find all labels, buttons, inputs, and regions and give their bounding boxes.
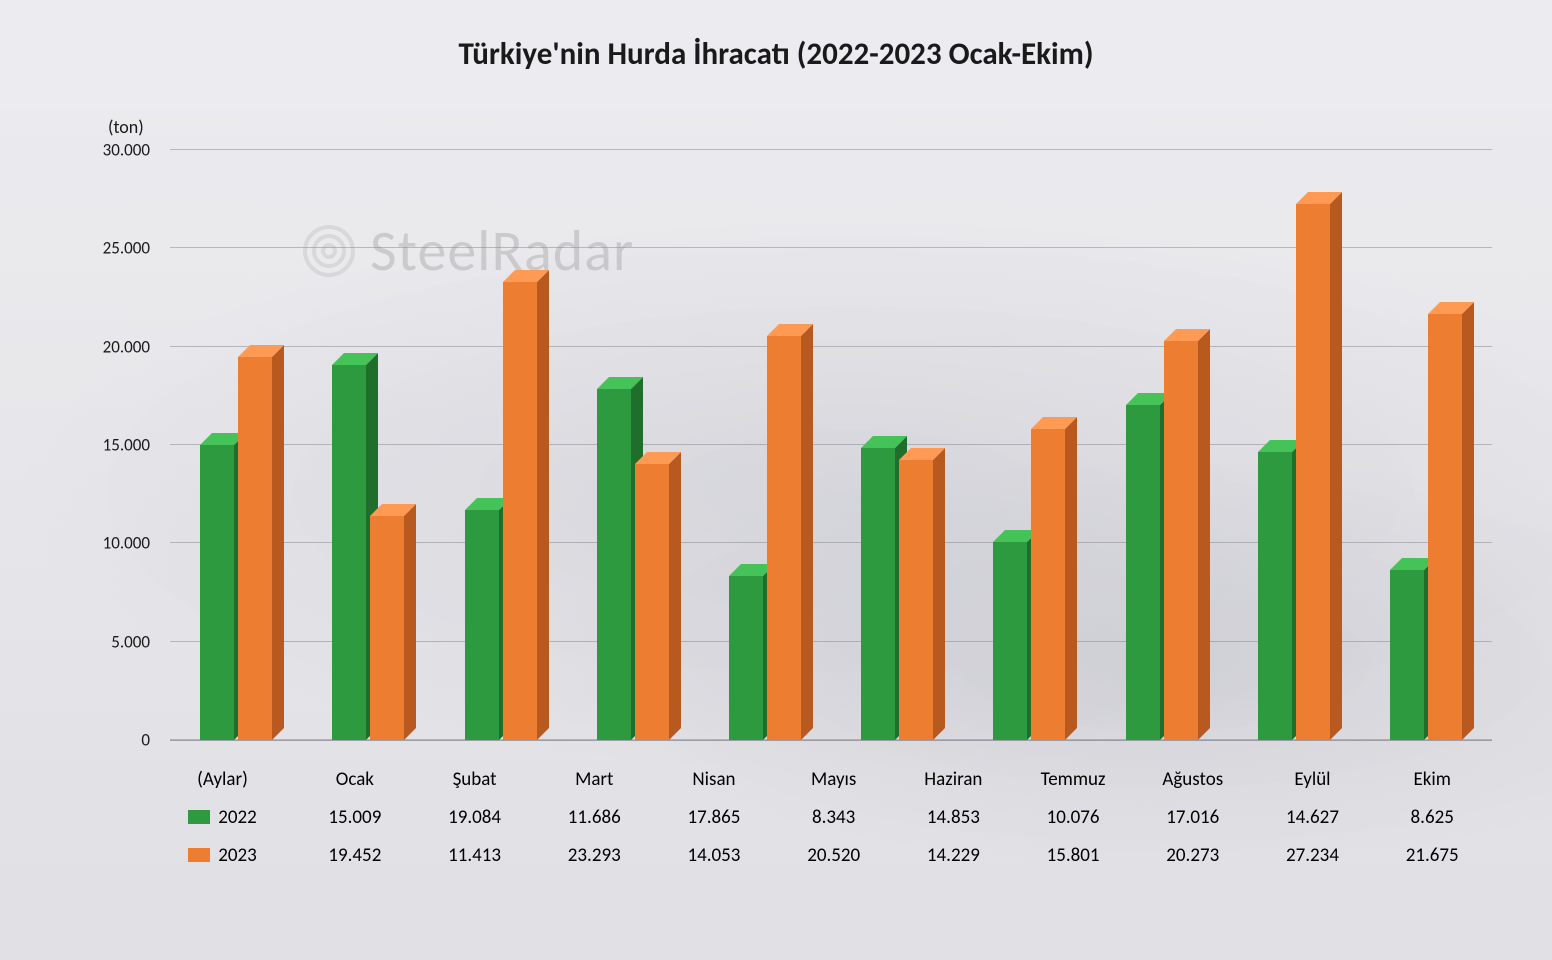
bar-2023-eylül — [1296, 204, 1330, 740]
legend-label-2022: 2022 — [218, 806, 257, 829]
legend-item-2022: 2022 — [150, 806, 295, 829]
value-cell: 17.865 — [654, 806, 774, 829]
month-label: Haziran — [894, 768, 1014, 791]
bar-group-haziran — [831, 150, 963, 740]
month-label: Nisan — [654, 768, 774, 791]
bar-2023-mayıs — [767, 336, 801, 740]
bar-2023-temmuz — [1031, 429, 1065, 740]
bar-2023-ekim — [1428, 314, 1462, 740]
value-cell: 11.413 — [415, 844, 535, 867]
value-cell: 20.273 — [1133, 844, 1253, 867]
table-row-series-2023: 2023 19.45211.41323.29314.05320.52014.22… — [150, 836, 1492, 874]
bar-2022-şubat — [332, 365, 366, 740]
plot-area: 05.00010.00015.00020.00025.00030.000 — [170, 150, 1492, 740]
legend-swatch-2023 — [188, 848, 210, 862]
bar-group-eylül — [1228, 150, 1360, 740]
value-cell: 27.234 — [1253, 844, 1373, 867]
bar-2022-nisan — [597, 389, 631, 740]
month-label: Ocak — [295, 768, 415, 791]
chart-title: Türkiye'nin Hurda İhracatı (2022-2023 Oc… — [0, 35, 1552, 73]
table-row-months: (Aylar) OcakŞubatMartNisanMayısHaziranTe… — [150, 760, 1492, 798]
x-axis-line — [170, 740, 1492, 741]
y-tick-label: 15.000 — [103, 435, 150, 456]
value-cell: 19.452 — [295, 844, 415, 867]
bar-2022-temmuz — [993, 542, 1027, 740]
y-tick-label: 20.000 — [103, 336, 150, 357]
value-cell: 15.009 — [295, 806, 415, 829]
bar-group-mart — [434, 150, 566, 740]
month-label: Temmuz — [1013, 768, 1133, 791]
table-header-months: (Aylar) — [150, 768, 295, 791]
bar-group-mayıs — [699, 150, 831, 740]
value-cell: 11.686 — [534, 806, 654, 829]
table-row-series-2022: 2022 15.00919.08411.68617.8658.34314.853… — [150, 798, 1492, 836]
bar-2022-ekim — [1390, 570, 1424, 740]
bar-2023-mart — [503, 282, 537, 740]
legend-item-2023: 2023 — [150, 844, 295, 867]
bar-2023-şubat — [370, 516, 404, 740]
value-cell: 19.084 — [415, 806, 535, 829]
value-cell: 14.053 — [654, 844, 774, 867]
y-axis-unit: (ton) — [108, 116, 144, 138]
bar-2022-ağustos — [1126, 405, 1160, 740]
bar-2022-eylül — [1258, 452, 1292, 740]
value-cell: 14.627 — [1253, 806, 1373, 829]
month-label: Ekim — [1372, 768, 1492, 791]
bars-row — [170, 150, 1492, 740]
bar-2022-haziran — [861, 448, 895, 740]
bar-group-temmuz — [963, 150, 1095, 740]
value-cell: 8.625 — [1372, 806, 1492, 829]
month-label: Eylül — [1253, 768, 1373, 791]
month-label: Ağustos — [1133, 768, 1253, 791]
month-label: Mart — [534, 768, 654, 791]
value-cell: 21.675 — [1372, 844, 1492, 867]
bar-group-nisan — [567, 150, 699, 740]
value-cell: 10.076 — [1013, 806, 1133, 829]
bar-group-ekim — [1360, 150, 1492, 740]
value-cell: 14.229 — [894, 844, 1014, 867]
value-cell: 20.520 — [774, 844, 894, 867]
bar-2023-ocak — [238, 357, 272, 740]
bar-2023-haziran — [899, 460, 933, 740]
value-cell: 17.016 — [1133, 806, 1253, 829]
bar-group-ocak — [170, 150, 302, 740]
y-tick-label: 25.000 — [103, 238, 150, 259]
bar-2022-ocak — [200, 445, 234, 740]
legend-label-2023: 2023 — [218, 844, 257, 867]
bar-group-şubat — [302, 150, 434, 740]
legend-data-table: (Aylar) OcakŞubatMartNisanMayısHaziranTe… — [150, 760, 1492, 874]
y-tick-label: 0 — [141, 730, 150, 751]
bar-2023-ağustos — [1164, 341, 1198, 740]
y-tick-label: 10.000 — [103, 533, 150, 554]
value-cell: 23.293 — [534, 844, 654, 867]
bar-2022-mayıs — [729, 576, 763, 740]
value-cell: 15.801 — [1013, 844, 1133, 867]
value-cell: 8.343 — [774, 806, 894, 829]
y-tick-label: 30.000 — [103, 140, 150, 161]
chart-container: SteelRadar Türkiye'nin Hurda İhracatı (2… — [0, 0, 1552, 960]
bar-group-ağustos — [1095, 150, 1227, 740]
bar-2022-mart — [465, 510, 499, 740]
legend-swatch-2022 — [188, 810, 210, 824]
y-tick-label: 5.000 — [111, 631, 150, 652]
month-label: Mayıs — [774, 768, 894, 791]
bar-2023-nisan — [635, 464, 669, 740]
value-cell: 14.853 — [894, 806, 1014, 829]
month-label: Şubat — [415, 768, 535, 791]
